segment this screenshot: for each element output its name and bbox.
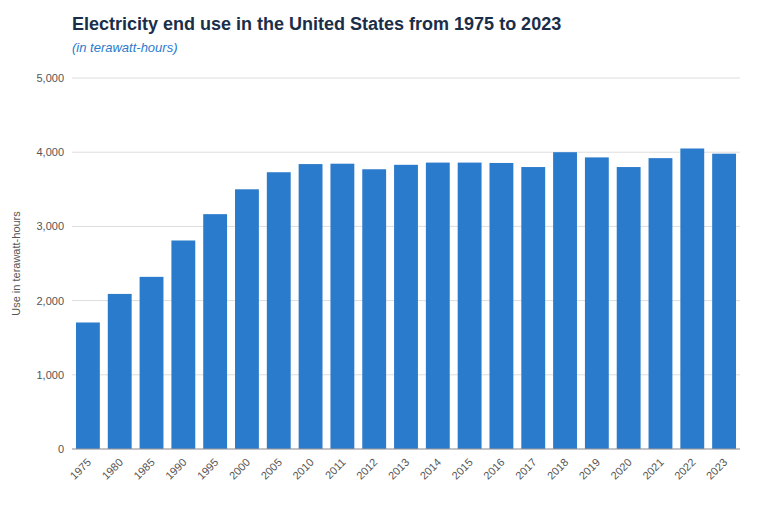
bar [585,157,609,449]
x-tick-label: 2012 [354,456,380,482]
x-tick-label: 1985 [131,456,157,482]
x-tick-label: 2022 [672,456,698,482]
bar [649,158,673,449]
grid-line [72,78,740,79]
y-tick-label: 5,000 [36,72,64,84]
x-tick-label: 2021 [640,456,666,482]
bar [617,167,641,449]
x-tick-label: 2011 [323,456,348,481]
bar [203,214,227,449]
bar [140,277,164,449]
x-tick-label: 2023 [704,456,730,482]
x-tick-label: 2020 [608,456,634,482]
x-tick-label: 2014 [417,456,443,482]
bars [76,148,736,449]
bar [235,189,259,449]
chart-container: Electricity end use in the United States… [0,0,760,505]
bar [76,322,100,449]
bar [680,148,704,449]
bar [108,294,132,449]
x-tick-label: 2017 [513,456,539,482]
bar [458,163,482,449]
subtitle: (in terawatt-hours) [72,40,177,55]
bar [426,163,450,449]
bar [394,165,418,449]
x-tick-label: 2010 [290,456,316,482]
x-tick-label: 2015 [449,456,475,482]
bar [553,152,577,449]
y-tick-label: 2,000 [36,295,64,307]
y-tick-label: 3,000 [36,220,64,232]
bar [362,169,386,449]
x-tick-label: 1990 [163,456,189,482]
x-tick-label: 2005 [258,456,284,482]
chart: Electricity end use in the United States… [0,0,760,505]
grid-line [72,152,740,153]
x-axis-line [72,449,740,450]
x-tick-label: 1980 [99,456,125,482]
bar [299,164,323,449]
x-tick-label: 1995 [195,456,221,482]
x-tick-label: 2016 [481,456,507,482]
x-tick-label: 2000 [227,456,253,482]
y-tick-label: 4,000 [36,146,64,158]
y-tick-label: 0 [58,443,64,455]
bar [171,240,195,449]
bar [330,164,354,449]
bar [490,163,514,449]
bar [712,154,736,449]
x-tick-label: 2019 [576,456,602,482]
x-tick-label: 2013 [386,456,412,482]
y-axis-label: Use in terawatt-hours [10,211,22,316]
y-tick-label: 1,000 [36,369,64,381]
title: Electricity end use in the United States… [72,14,561,34]
bar [521,167,545,449]
x-tick-label: 1975 [68,456,94,482]
x-axis: 19751980198519901995200020052010 20112012… [68,456,730,482]
x-tick-label: 2018 [545,456,571,482]
grid-line [72,449,740,450]
bar [267,172,291,449]
y-axis: 0 1,000 2,000 3,000 4,000 5,000 [36,72,740,455]
